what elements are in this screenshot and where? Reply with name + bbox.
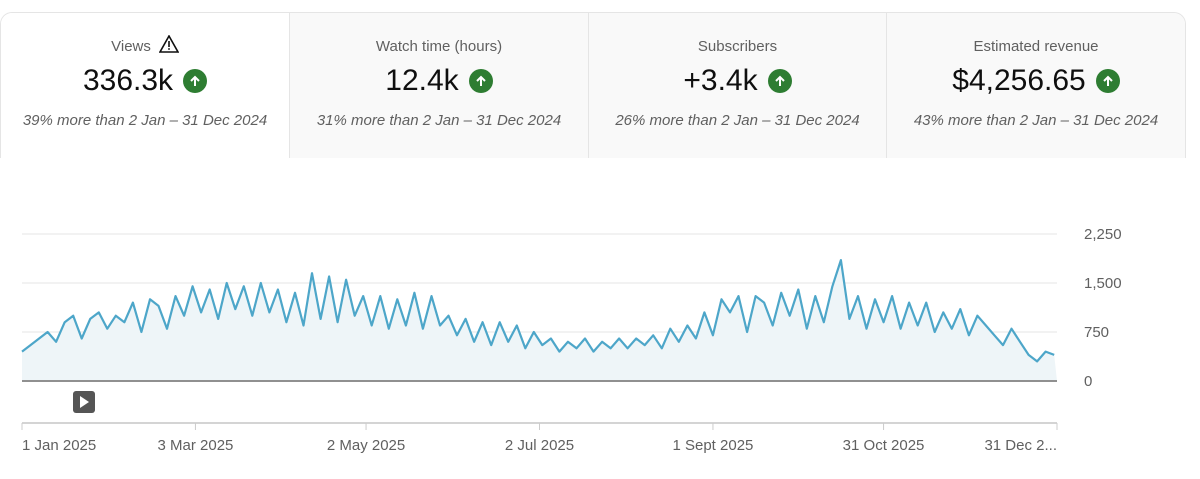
y-tick-label: 1,500 bbox=[1084, 275, 1122, 292]
metric-card-views[interactable]: Views 336.3k 39% more than 2 Jan – 31 De… bbox=[1, 13, 289, 158]
arrow-up-icon bbox=[767, 69, 792, 93]
metric-card-subscribers[interactable]: Subscribers +3.4k 26% more than 2 Jan – … bbox=[588, 13, 886, 158]
metric-title: Watch time (hours) bbox=[375, 37, 503, 55]
metric-value: $4,256.65 bbox=[952, 64, 1086, 97]
area-fill bbox=[22, 260, 1057, 381]
metric-value: +3.4k bbox=[683, 64, 758, 97]
x-tick-label: 2 Jul 2025 bbox=[505, 437, 574, 454]
arrow-up-icon bbox=[183, 69, 208, 93]
metric-card-watch-time[interactable]: Watch time (hours) 12.4k 31% more than 2… bbox=[289, 13, 588, 158]
y-tick-label: 2,250 bbox=[1084, 226, 1122, 243]
metric-comparison: 26% more than 2 Jan – 31 Dec 2024 bbox=[615, 112, 860, 129]
y-tick-label: 750 bbox=[1084, 324, 1109, 341]
metric-value: 336.3k bbox=[82, 64, 174, 97]
metric-title: Views bbox=[111, 37, 151, 55]
metric-value: 12.4k bbox=[385, 64, 459, 97]
x-tick-label: 2 May 2025 bbox=[327, 437, 405, 454]
metric-comparison: 39% more than 2 Jan – 31 Dec 2024 bbox=[22, 112, 268, 129]
views-series-line bbox=[21, 258, 1055, 363]
metric-cards: Views 336.3k 39% more than 2 Jan – 31 De… bbox=[0, 12, 1186, 158]
play-marker-button[interactable] bbox=[73, 391, 95, 413]
metric-comparison: 31% more than 2 Jan – 31 Dec 2024 bbox=[316, 112, 562, 129]
warning-icon[interactable] bbox=[158, 34, 180, 57]
views-chart: 0 750 1,500 2,250 1 Jan 2025 3 Mar 2025 2 May … bbox=[21, 226, 1122, 454]
x-tick-label: 1 Jan 2025 bbox=[22, 437, 96, 454]
arrow-up-icon bbox=[468, 69, 493, 93]
x-tick-label: 31 Dec 2... bbox=[984, 437, 1057, 454]
play-icon bbox=[80, 396, 89, 408]
metric-title: Subscribers bbox=[697, 37, 778, 55]
arrow-up-icon bbox=[1095, 69, 1120, 93]
y-tick-label: 0 bbox=[1084, 373, 1092, 390]
metric-card-revenue[interactable]: Estimated revenue $4,256.65 43% more tha… bbox=[886, 13, 1185, 158]
x-tick-label: 31 Oct 2025 bbox=[843, 437, 925, 454]
x-tick-label: 1 Sept 2025 bbox=[672, 437, 753, 454]
x-tick-label: 3 Mar 2025 bbox=[158, 437, 234, 454]
metric-comparison: 43% more than 2 Jan – 31 Dec 2024 bbox=[913, 112, 1159, 129]
metric-title: Estimated revenue bbox=[973, 37, 1099, 55]
